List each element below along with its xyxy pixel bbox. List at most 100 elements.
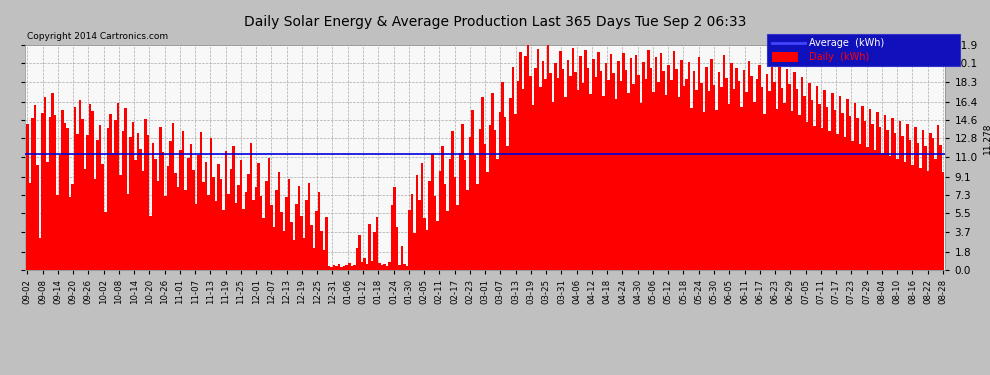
- Bar: [871, 124, 874, 270]
- Bar: [856, 118, 858, 270]
- Bar: [532, 105, 535, 270]
- Bar: [657, 82, 660, 270]
- Bar: [453, 177, 456, 270]
- Bar: [811, 100, 814, 270]
- Bar: [215, 201, 217, 270]
- Bar: [189, 144, 192, 270]
- Bar: [179, 150, 182, 270]
- Bar: [252, 200, 255, 270]
- Bar: [736, 68, 738, 270]
- Bar: [56, 195, 58, 270]
- Bar: [245, 192, 248, 270]
- Bar: [821, 128, 824, 270]
- Bar: [446, 211, 448, 270]
- Bar: [494, 130, 496, 270]
- Bar: [561, 69, 564, 270]
- Bar: [187, 158, 189, 270]
- Bar: [167, 166, 169, 270]
- Bar: [288, 178, 290, 270]
- Bar: [549, 73, 551, 270]
- Bar: [388, 262, 391, 270]
- Bar: [698, 57, 700, 270]
- Bar: [723, 55, 726, 270]
- Bar: [53, 115, 56, 270]
- Bar: [47, 162, 49, 270]
- Bar: [182, 131, 184, 270]
- Bar: [932, 138, 935, 270]
- Bar: [451, 131, 453, 270]
- Bar: [783, 102, 786, 270]
- Bar: [839, 96, 842, 270]
- Bar: [285, 197, 288, 270]
- Bar: [713, 85, 715, 270]
- Bar: [846, 99, 848, 270]
- Bar: [540, 87, 542, 270]
- Bar: [700, 83, 703, 270]
- Bar: [310, 225, 313, 270]
- Bar: [919, 168, 922, 270]
- Bar: [733, 89, 736, 270]
- Bar: [333, 265, 336, 270]
- Bar: [924, 146, 927, 270]
- Bar: [731, 63, 733, 270]
- Bar: [197, 155, 200, 270]
- Bar: [129, 138, 132, 270]
- Bar: [643, 63, 644, 270]
- Bar: [791, 111, 793, 270]
- Bar: [778, 66, 781, 270]
- Bar: [318, 192, 321, 270]
- Bar: [861, 106, 863, 270]
- Bar: [559, 51, 561, 270]
- Bar: [368, 224, 370, 270]
- Bar: [68, 197, 71, 270]
- Bar: [798, 115, 801, 270]
- Bar: [630, 58, 633, 270]
- Bar: [149, 216, 151, 270]
- Bar: [363, 258, 365, 270]
- Bar: [922, 130, 924, 270]
- Bar: [858, 144, 861, 270]
- Bar: [607, 80, 610, 270]
- Bar: [426, 230, 429, 270]
- Bar: [667, 64, 670, 270]
- Bar: [406, 266, 408, 270]
- Bar: [151, 142, 154, 270]
- Bar: [91, 111, 94, 270]
- Bar: [205, 162, 207, 270]
- Bar: [338, 264, 341, 270]
- Bar: [742, 70, 745, 270]
- Bar: [456, 205, 458, 270]
- Bar: [748, 62, 750, 270]
- Bar: [741, 106, 742, 270]
- Bar: [610, 54, 612, 270]
- Bar: [114, 120, 117, 270]
- Bar: [496, 159, 499, 270]
- Bar: [434, 196, 436, 270]
- Bar: [612, 73, 615, 270]
- Bar: [517, 81, 519, 270]
- Bar: [834, 110, 836, 270]
- Bar: [693, 70, 695, 270]
- Bar: [537, 49, 540, 270]
- Bar: [419, 200, 421, 270]
- Bar: [715, 110, 718, 270]
- Bar: [491, 93, 494, 270]
- Bar: [600, 70, 602, 270]
- Bar: [161, 152, 164, 270]
- Bar: [468, 138, 471, 270]
- Bar: [222, 210, 225, 270]
- Bar: [58, 155, 61, 270]
- Bar: [184, 190, 187, 270]
- Bar: [86, 135, 89, 270]
- Bar: [466, 190, 468, 270]
- Bar: [728, 104, 731, 270]
- Bar: [806, 122, 809, 270]
- Bar: [640, 102, 643, 270]
- Bar: [275, 190, 277, 270]
- Bar: [876, 112, 879, 270]
- Bar: [42, 113, 44, 270]
- Bar: [644, 79, 647, 270]
- Bar: [703, 112, 705, 270]
- Bar: [248, 174, 249, 270]
- Text: Daily Solar Energy & Average Production Last 365 Days Tue Sep 2 06:33: Daily Solar Energy & Average Production …: [244, 15, 746, 29]
